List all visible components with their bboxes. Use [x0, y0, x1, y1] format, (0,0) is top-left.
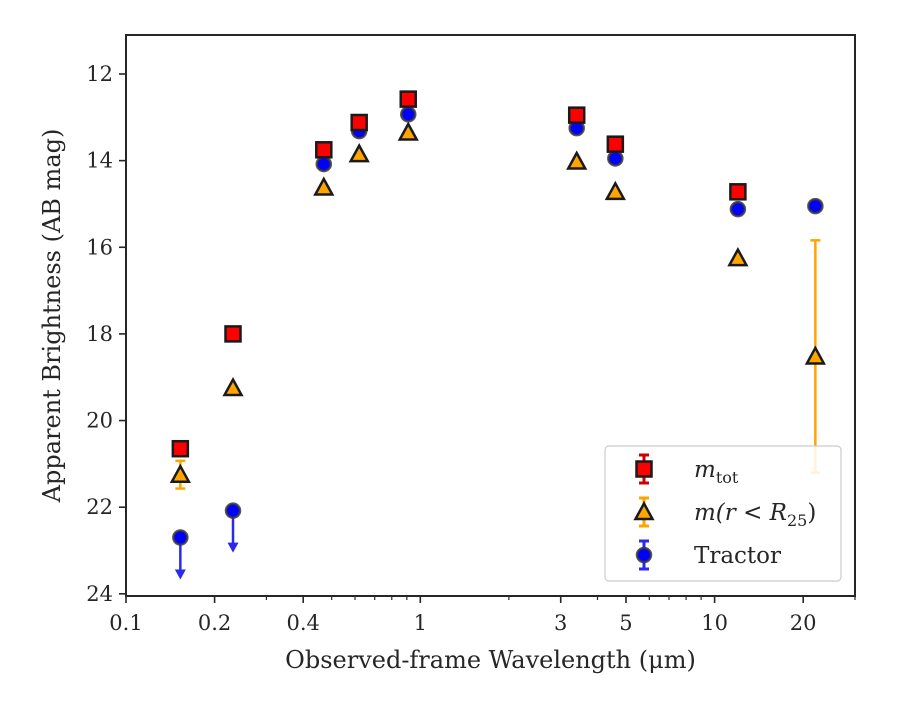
- data-point-square: [567, 106, 586, 124]
- x-axis-label: Observed-frame Wavelength (μm): [285, 646, 696, 674]
- data-point-triangle: [397, 121, 419, 141]
- legend-label: m(r < R25): [694, 500, 816, 530]
- series-square: [171, 90, 747, 458]
- upper-limit-arrowhead: [174, 569, 186, 580]
- y-tick-label: 12: [86, 62, 113, 86]
- data-point-circle: [224, 502, 242, 519]
- x-tick-label: 3: [554, 611, 567, 635]
- data-point-square: [350, 113, 368, 132]
- data-point-triangle: [348, 143, 370, 163]
- data-point-square: [315, 141, 333, 159]
- data-point-circle: [729, 200, 747, 218]
- y-tick-label: 16: [86, 235, 113, 259]
- plot-frame: [125, 34, 856, 597]
- legend-marker-circle: [635, 546, 653, 564]
- y-axis-label: Apparent Brightness (AB mag): [38, 129, 66, 504]
- legend-label: Tractor: [694, 543, 781, 569]
- x-tick-label: 5: [619, 611, 632, 635]
- x-tick-label: 20: [790, 611, 817, 635]
- y-tick-label: 18: [86, 322, 113, 346]
- data-point-triangle: [566, 150, 588, 170]
- x-tick-label: 10: [701, 611, 728, 635]
- data-point-circle: [399, 106, 417, 123]
- ticks-layer: 0.1 0.2 0.4 1 3 5 10 20 12 14 16 18 20 22 24: [86, 62, 856, 635]
- x-tick-label: 1: [414, 611, 427, 635]
- data-point-circle: [607, 150, 624, 167]
- data-point-square: [171, 439, 190, 458]
- y-tick-label: 22: [86, 495, 113, 519]
- data-point-triangle: [804, 345, 826, 365]
- legend-marker-square: [635, 460, 653, 478]
- series-triangle: [169, 121, 826, 490]
- data-point-square: [606, 135, 625, 153]
- data-point-triangle: [222, 376, 244, 397]
- data-point-square: [729, 183, 747, 201]
- data-point-triangle: [604, 180, 626, 201]
- legend-marker-triangle: [633, 500, 655, 521]
- data-point-triangle: [313, 176, 335, 196]
- data-point-circle: [807, 197, 824, 215]
- data-point-square: [399, 90, 417, 108]
- x-tick-label: 0.4: [286, 611, 319, 635]
- legend-box: [604, 445, 842, 582]
- y-tick-label: 14: [86, 149, 113, 173]
- data-point-square: [224, 325, 242, 343]
- data-point-circle: [315, 155, 333, 173]
- data-point-circle: [172, 529, 189, 546]
- y-tick-label: 24: [86, 582, 113, 606]
- plot-layer: [169, 90, 826, 580]
- data-point-triangle: [169, 463, 191, 483]
- legend: mtot m(r < R25) Tractor: [604, 445, 842, 582]
- x-tick-label: 0.1: [109, 611, 142, 635]
- legend-label: mtot: [694, 457, 739, 487]
- y-tick-label: 20: [86, 409, 113, 433]
- x-tick-label: 0.2: [198, 611, 231, 635]
- upper-limit-arrowhead: [227, 542, 239, 553]
- data-point-triangle: [727, 247, 749, 267]
